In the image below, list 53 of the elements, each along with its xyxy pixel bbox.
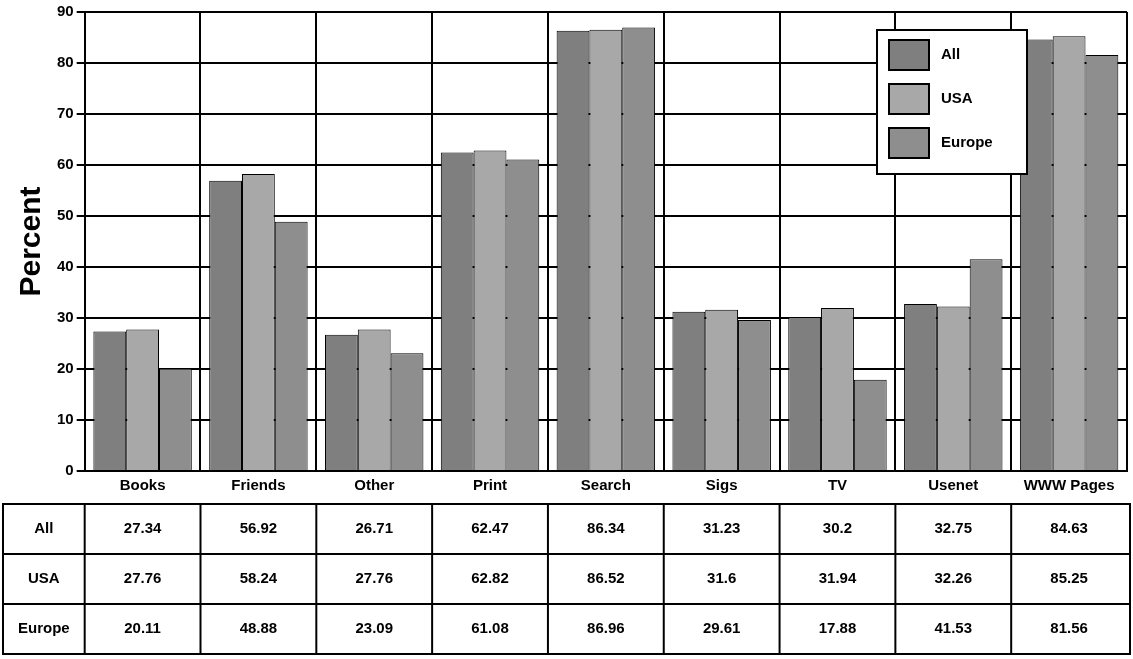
data-label: 27.34 (123, 519, 163, 537)
y-tick-label: 80 (57, 53, 74, 71)
data-label: 41.53 (934, 619, 973, 637)
x-tick-label: Usenet (928, 476, 979, 494)
data-label: 32.26 (934, 569, 973, 587)
data-label: 62.82 (471, 569, 509, 587)
data-label: 29.61 (702, 619, 741, 637)
data-label: 31.94 (818, 569, 857, 587)
x-tick-label: Search (580, 476, 631, 494)
data-label: 61.08 (471, 619, 509, 637)
y-axis-title: Percent (13, 186, 47, 297)
data-label: 81.56 (1050, 619, 1088, 637)
data-label: 27.76 (123, 569, 162, 587)
data-label: 62.47 (471, 519, 509, 537)
data-label: 27.76 (355, 569, 393, 587)
x-tick-label: WWW Pages (1023, 476, 1115, 494)
text: Europe (18, 619, 70, 637)
y-tick-label: 40 (57, 257, 74, 275)
y-tick-label: 20 (57, 359, 74, 377)
x-tick-label: Sigs (705, 476, 738, 494)
x-tick-label: Print (472, 476, 508, 494)
legend-label: USA (941, 89, 973, 107)
data-label: 31.6 (707, 569, 737, 587)
legend-label: Europe (941, 133, 993, 151)
y-tick-label: 70 (57, 104, 74, 122)
data-label: 30.2 (822, 519, 853, 537)
x-tick-label: Books (119, 476, 166, 494)
data-label: 48.88 (239, 619, 278, 637)
data-label: 84.63 (1050, 519, 1088, 537)
y-tick-label: 60 (57, 155, 74, 173)
text: USA (28, 569, 60, 587)
data-label: 56.92 (239, 519, 278, 537)
data-label: 23.09 (355, 619, 393, 637)
data-label: 86.34 (587, 519, 626, 537)
text: All (34, 519, 54, 537)
data-label: 85.25 (1050, 569, 1088, 587)
data-label: 32.75 (934, 519, 973, 537)
data-label: 17.88 (818, 619, 857, 637)
data-label: 20.11 (124, 619, 161, 637)
y-tick-label: 90 (57, 2, 74, 20)
y-tick-label: 10 (57, 410, 74, 428)
x-tick-label: TV (827, 476, 848, 494)
data-label: 26.71 (355, 519, 393, 537)
data-label: 86.96 (587, 619, 625, 637)
y-tick-label: 50 (57, 206, 74, 224)
y-tick-label: 30 (57, 308, 74, 326)
y-tick-label: 0 (65, 461, 74, 479)
x-tick-label: Friends (231, 476, 286, 494)
data-label: 31.23 (702, 519, 741, 537)
x-tick-label: Other (354, 476, 395, 494)
data-label: 58.24 (239, 569, 278, 587)
data-label: 86.52 (587, 569, 625, 587)
legend-label: All (941, 45, 961, 63)
